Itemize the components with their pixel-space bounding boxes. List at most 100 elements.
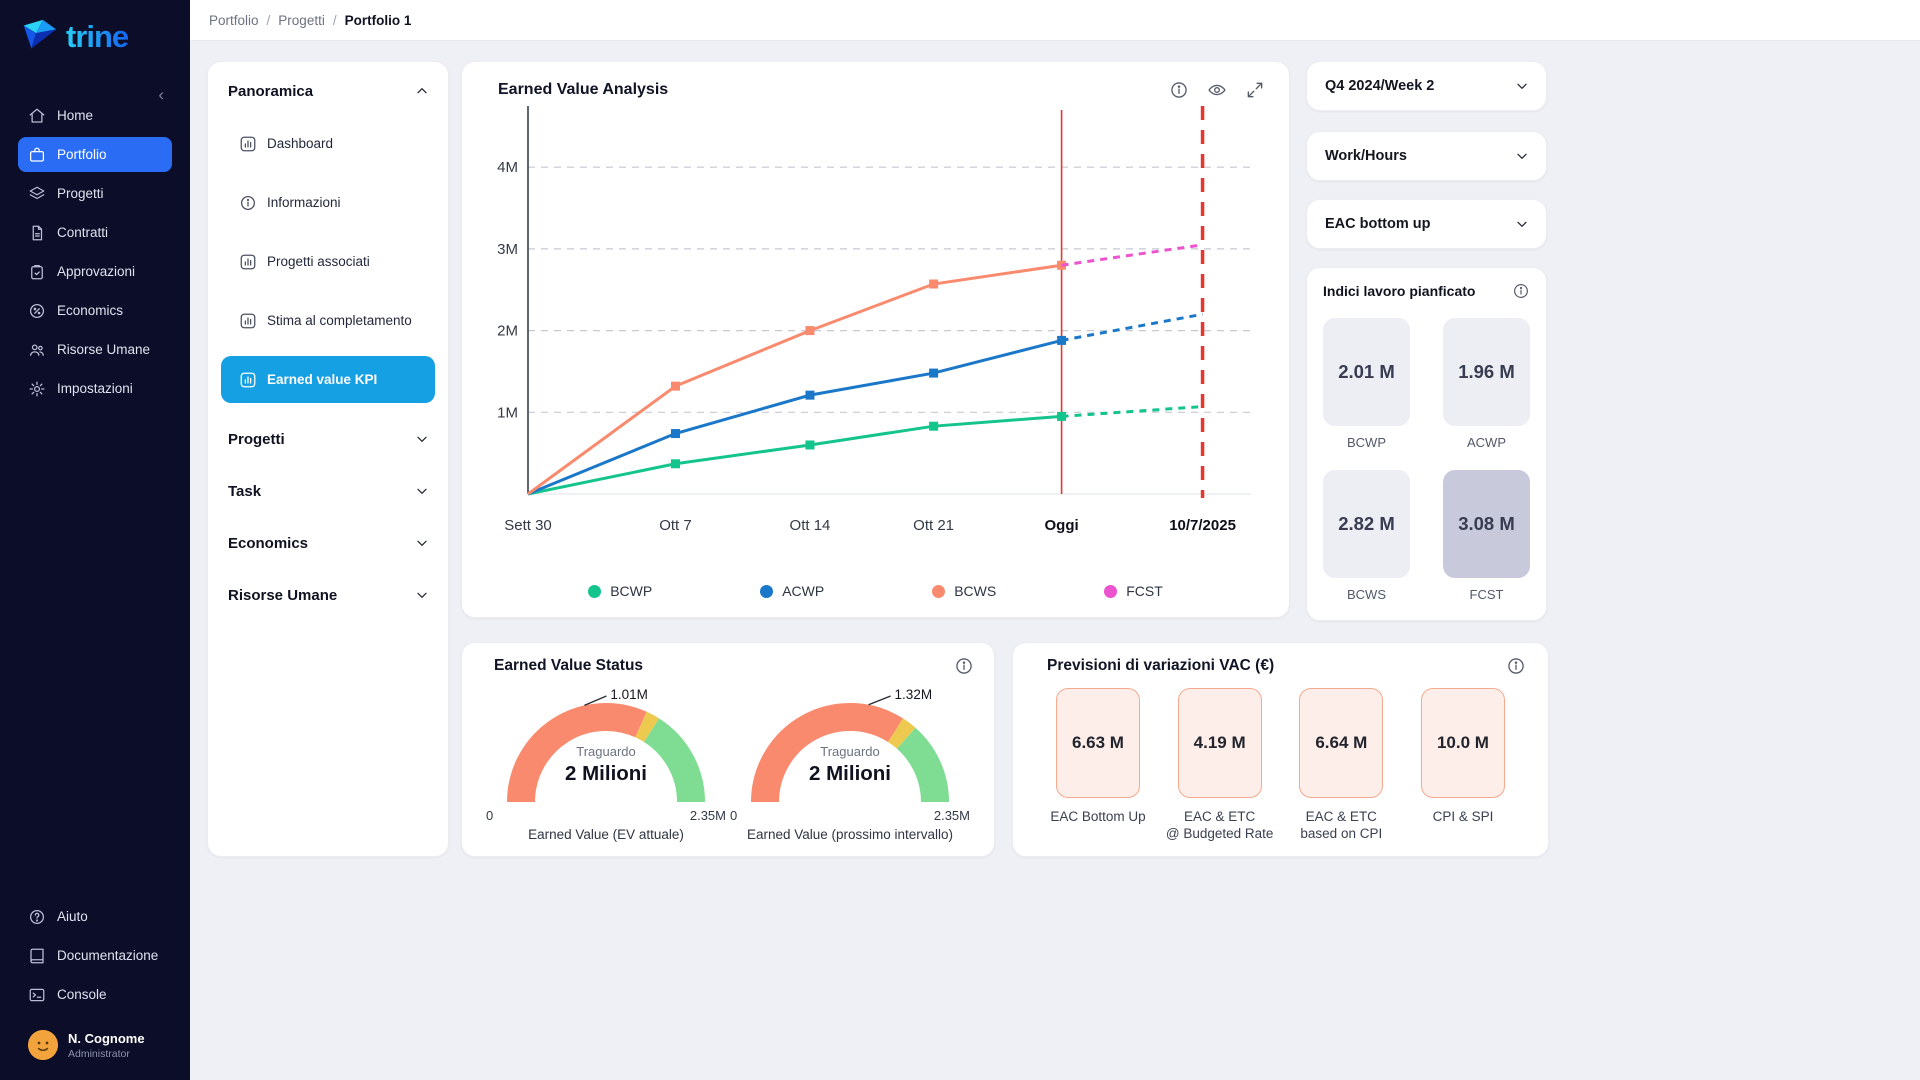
nav-item-informazioni[interactable]: Informazioni [221,179,435,226]
vac-value[interactable]: 4.19 M [1177,688,1262,798]
sidebar-item-label: Console [57,987,107,1002]
info-icon[interactable] [1512,282,1530,300]
legend-label: BCWP [610,583,653,599]
svg-text:10/7/2025: 10/7/2025 [1169,517,1236,534]
sidebar-item-risorse-umane[interactable]: Risorse Umane [18,332,172,367]
indici-label: BCWS [1347,587,1386,602]
unit-select[interactable]: Work/Hours [1306,131,1547,181]
fullscreen-icon[interactable] [1245,80,1265,100]
sidebar-item-aiuto[interactable]: Aiuto [18,899,172,934]
bar-chart-icon [239,312,257,330]
sidebar-item-label: Contratti [57,225,109,240]
vac-value[interactable]: 10.0 M [1420,688,1505,798]
select-value: Work/Hours [1325,148,1407,164]
nav-item-label: Informazioni [267,195,341,210]
breadcrumb-current: Portfolio 1 [344,12,412,28]
chart-legend: BCWP ACWP BCWS FCST [486,583,1265,599]
user-name: N. Cognome [68,1030,145,1046]
nav-item-dashboard[interactable]: Dashboard [221,120,435,167]
nav-section-label: Risorse Umane [228,586,338,604]
nav-section-label: Progetti [228,430,285,448]
sidebar-item-documentazione[interactable]: Documentazione [18,938,172,973]
sidebar-item-label: Approvazioni [57,264,136,279]
nav-item-earned-value-kpi[interactable]: Earned value KPI [221,356,435,403]
sidebar-footer: Aiuto Documentazione Console N. Cognome … [0,895,190,1066]
legend-dot [588,584,602,598]
vac-value[interactable]: 6.64 M [1299,688,1384,798]
nav-section-label: Panoramica [228,82,314,100]
nav-section-label: Economics [228,534,309,552]
sidebar-item-label: Risorse Umane [57,342,151,357]
sidebar-item-label: Impostazioni [57,381,133,396]
nav-section-economics[interactable]: Economics [208,517,448,569]
svg-text:Ott 21: Ott 21 [913,517,954,534]
nav-section-panoramica[interactable]: Panoramica [208,68,448,114]
nav-item-progetti-associati[interactable]: Progetti associati [221,238,435,285]
nav-section-label: Task [228,482,262,500]
chevron-down-icon [414,587,430,603]
breadcrumb-portfolio[interactable]: Portfolio [209,12,259,28]
sidebar-item-portfolio[interactable]: Portfolio [18,137,172,172]
sidebar-item-home[interactable]: Home [18,98,172,133]
earned-value-chart[interactable]: 1M 2M 3M 4M Sett 30 Ott 7 Ott 14 Ott 21 Oggi 10/7… [486,100,1267,546]
nav-section-risorse-umane[interactable]: Risorse Umane [208,569,448,621]
vac-value[interactable]: 6.63 M [1056,688,1140,798]
indici-label: ACWP [1467,435,1506,450]
sidebar-item-console[interactable]: Console [18,977,172,1012]
eac-mode-select[interactable]: EAC bottom up [1306,199,1547,249]
legend-item-bcwp[interactable]: BCWP [588,583,652,599]
gauge-ev-current: 1.01M Traguardo 2 Milioni 0 2.35M Earned… [484,680,728,842]
sidebar-item-impostazioni[interactable]: Impostazioni [18,371,172,406]
nav-item-stima-al-completamento[interactable]: Stima al completamento [221,297,435,344]
legend-item-acwp[interactable]: ACWP [760,583,824,599]
indici-value[interactable]: 2.82 M [1323,470,1410,578]
indici-value[interactable]: 2.01 M [1323,318,1410,426]
layers-icon [28,185,46,203]
nav-section-task[interactable]: Task [208,465,448,517]
sidebar-item-contratti[interactable]: Contratti [18,215,172,250]
user-role: Administrator [68,1047,130,1060]
sidebar-item-progetti[interactable]: Progetti [18,176,172,211]
vac-label: EAC & ETC @ Budgeted Rate [1165,809,1274,841]
nav-item-label: Progetti associati [267,254,370,269]
sidebar-item-label: Home [57,108,94,123]
sidebar-item-label: Progetti [57,186,104,201]
nav-item-label: Stima al completamento [267,313,412,328]
svg-text:3M: 3M [497,241,518,258]
logo[interactable]: trine [0,0,190,58]
card-title: Earned Value Status [494,657,644,674]
bar-chart-icon [239,253,257,271]
gauge-caption: Earned Value (EV attuale) [528,827,684,842]
gauge-chart: 1.32M [751,687,949,803]
info-icon[interactable] [1169,80,1189,100]
gauge-target-value: 2 Milioni [809,762,891,785]
vac-label: EAC Bottom Up [1050,809,1146,824]
sidebar-nav: Home Portfolio Progetti Contratti Approv… [0,98,190,406]
gauge-target-value: 2 Milioni [565,762,647,785]
user-menu[interactable]: N. Cognome Administrator [18,1024,172,1066]
indici-value[interactable]: 1.96 M [1443,318,1530,426]
info-icon[interactable] [1506,656,1526,676]
legend-dot [760,584,774,598]
chevron-down-icon [414,483,430,499]
chevron-down-icon [414,535,430,551]
sidebar-item-approvazioni[interactable]: Approvazioni [18,254,172,289]
legend-item-bcws[interactable]: BCWS [932,583,996,599]
breadcrumb-progetti[interactable]: Progetti [278,12,325,28]
select-value: Q4 2024/Week 2 [1325,78,1435,94]
indici-value[interactable]: 3.08 M [1443,470,1530,578]
nav-section-progetti[interactable]: Progetti [208,413,448,465]
indici-tile-bcwp: 2.01 M BCWP [1323,318,1410,450]
svg-text:1.01M: 1.01M [610,687,648,702]
contract-icon [28,224,46,242]
sidebar-collapse-button[interactable]: ‹ [158,85,164,104]
gauge-ev-next: 1.32M Traguardo 2 Milioni 0 2.35M Earned… [728,680,972,842]
vac-previsions-card: Previsioni di variazioni VAC (€) 6.63 M … [1012,642,1549,857]
svg-text:1M: 1M [497,404,518,421]
period-select[interactable]: Q4 2024/Week 2 [1306,61,1547,111]
eye-icon[interactable] [1207,80,1227,100]
legend-item-fcst[interactable]: FCST [1104,583,1163,599]
info-icon[interactable] [954,656,974,676]
legend-label: BCWS [954,583,997,599]
sidebar-item-economics[interactable]: Economics [18,293,172,328]
